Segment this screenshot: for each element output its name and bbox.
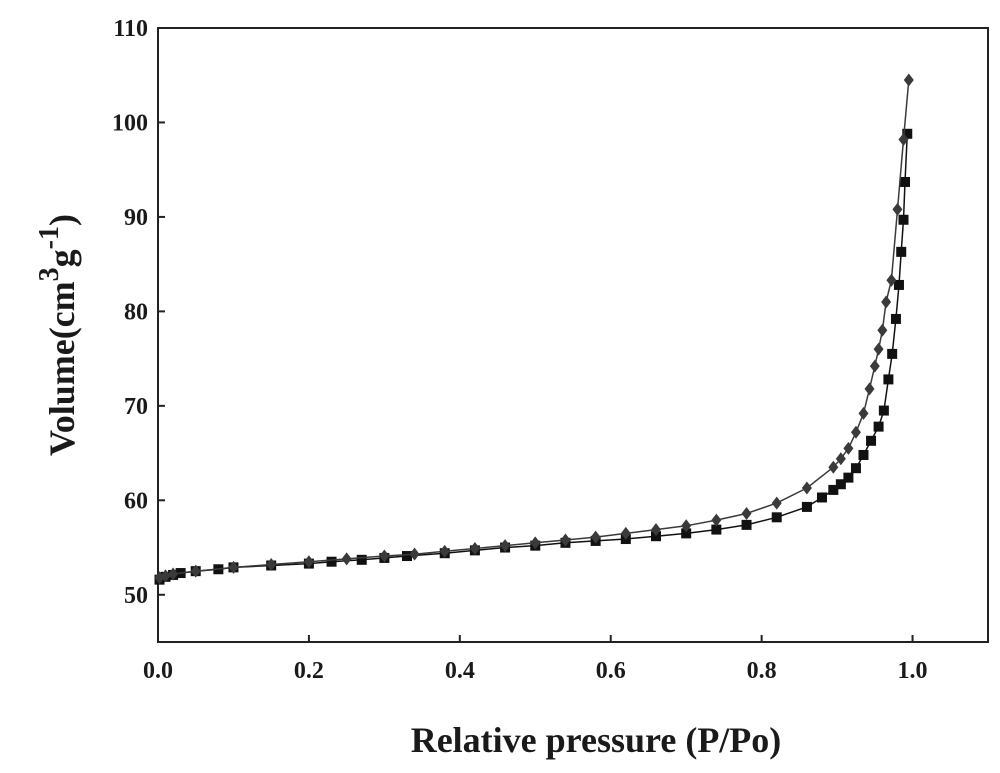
- y-axis-label-suffix: ): [42, 214, 82, 226]
- data-point: [801, 501, 812, 512]
- data-point: [560, 533, 571, 547]
- data-point: [409, 547, 420, 561]
- data-point: [843, 441, 854, 455]
- svg-text:Volume(cm3g-1): Volume(cm3g-1): [34, 214, 82, 456]
- data-point: [326, 556, 337, 567]
- data-point: [898, 214, 909, 225]
- data-point: [887, 348, 898, 359]
- data-point: [228, 560, 239, 574]
- data-point: [878, 405, 889, 416]
- y-axis-label: Volume(cm3g-1): [34, 214, 82, 456]
- data-point: [801, 481, 812, 495]
- series-line: [159, 133, 909, 581]
- data-point: [898, 132, 909, 146]
- data-point: [266, 558, 277, 572]
- series-layer: [154, 73, 914, 585]
- axis-ticks: 0.0 0.2 0.4 0.6 0.8 1.0 50 60 70 80 90 100 110: [112, 16, 928, 684]
- data-point: [741, 519, 752, 530]
- data-point: [500, 539, 511, 553]
- y-tick-label: 90: [124, 205, 148, 231]
- data-point: [881, 295, 892, 309]
- y-axis-label-sup-a: 3: [34, 267, 65, 281]
- data-point: [903, 73, 914, 87]
- data-point: [469, 541, 480, 555]
- y-axis-label-sup-b: -1: [34, 226, 65, 249]
- y-axis-label-prefix: Volume(: [42, 327, 82, 456]
- data-point: [356, 554, 367, 565]
- data-point: [843, 472, 854, 483]
- data-point: [902, 128, 913, 139]
- data-point: [620, 526, 631, 540]
- series-square: [154, 128, 913, 585]
- data-point: [828, 460, 839, 474]
- x-tick-label: 1.0: [898, 658, 928, 684]
- data-point: [817, 492, 827, 503]
- data-point: [341, 552, 352, 566]
- data-point: [651, 523, 661, 537]
- data-point: [866, 435, 877, 446]
- data-point: [379, 549, 390, 563]
- data-point: [869, 359, 880, 373]
- data-point: [530, 536, 541, 550]
- data-point: [873, 421, 884, 432]
- y-axis-label-unit-b: g: [42, 249, 82, 267]
- data-point: [828, 484, 839, 495]
- data-point: [892, 202, 903, 216]
- data-point: [873, 342, 884, 356]
- data-point: [651, 531, 661, 542]
- data-point: [439, 544, 450, 558]
- x-tick-label: 0.4: [445, 658, 475, 684]
- data-point: [877, 323, 888, 337]
- plot-frame: [157, 27, 989, 643]
- data-point: [893, 279, 904, 290]
- data-point: [890, 313, 901, 324]
- y-axis-label-unit-a: cm: [42, 281, 82, 327]
- data-point: [886, 273, 897, 287]
- data-point: [883, 374, 894, 385]
- data-point: [160, 569, 171, 583]
- data-point: [850, 425, 861, 439]
- data-point: [711, 524, 722, 535]
- data-point: [864, 382, 875, 396]
- y-tick-label: 110: [113, 16, 148, 42]
- data-point: [681, 519, 692, 533]
- data-point: [858, 406, 869, 420]
- y-tick-label: 70: [124, 394, 148, 420]
- data-point: [771, 512, 782, 523]
- x-tick-label: 0.2: [294, 658, 324, 684]
- data-point: [858, 449, 869, 460]
- x-axis-label: Relative pressure (P/Po): [411, 720, 782, 760]
- data-point: [771, 496, 782, 510]
- data-point: [900, 176, 910, 187]
- x-tick-label: 0.0: [143, 658, 173, 684]
- y-tick-label: 100: [112, 110, 148, 136]
- data-point: [590, 530, 601, 544]
- data-point: [402, 551, 412, 562]
- y-tick-label: 50: [124, 583, 148, 609]
- data-point: [168, 567, 179, 581]
- data-point: [850, 463, 861, 474]
- x-tick-label: 0.6: [596, 658, 626, 684]
- series-diamond: [154, 73, 914, 585]
- x-tick-label: 0.8: [747, 658, 777, 684]
- data-point: [681, 528, 692, 539]
- data-point: [835, 479, 846, 490]
- y-tick-label: 60: [124, 488, 148, 514]
- data-point: [835, 452, 846, 466]
- data-point: [303, 555, 314, 569]
- series-line: [159, 79, 910, 579]
- data-point: [711, 513, 722, 527]
- data-point: [741, 507, 752, 521]
- data-point: [190, 564, 201, 578]
- data-point: [896, 246, 907, 257]
- y-tick-label: 80: [124, 299, 148, 325]
